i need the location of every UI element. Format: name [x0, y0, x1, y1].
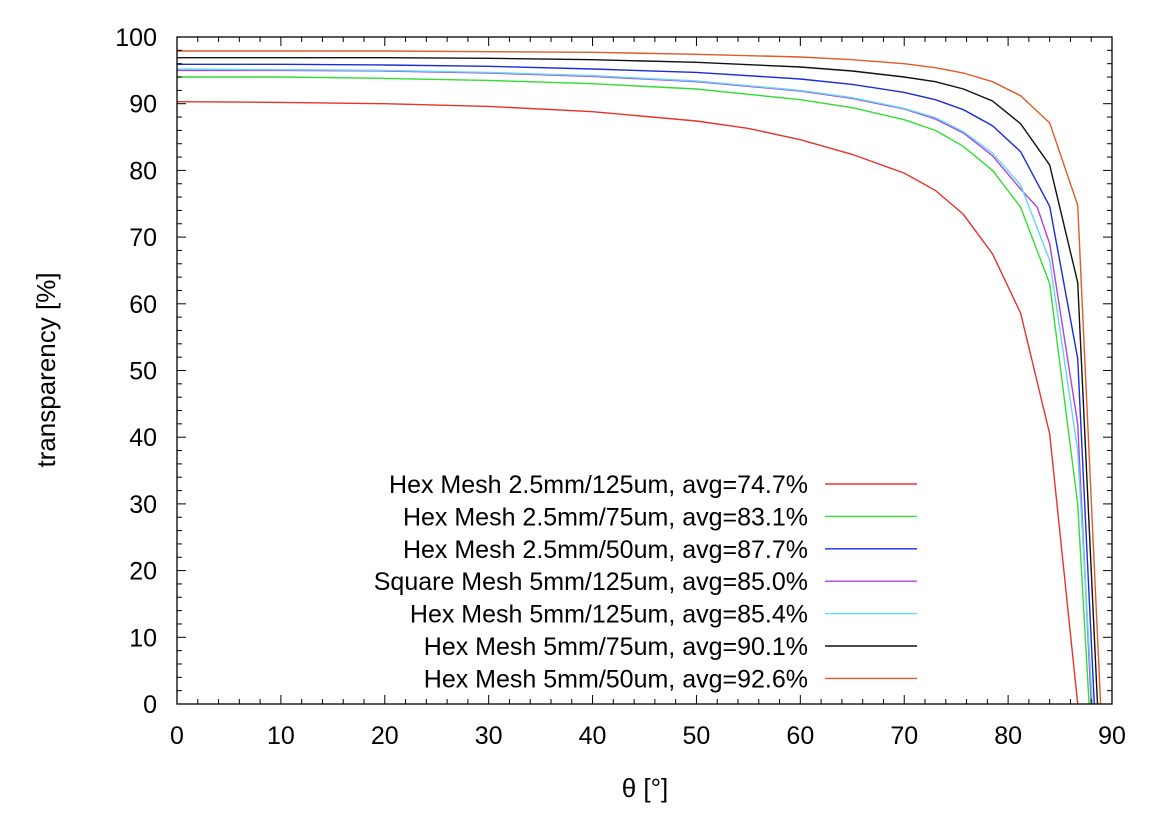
- x-tick-label: 30: [475, 722, 503, 750]
- y-tick-label: 90: [129, 91, 157, 119]
- axes-layer: 0 10 20 30 40 50 60 70 80 90 0 10 20 30 40 50 60 70 80 90 10…: [115, 24, 1126, 750]
- y-axis-label: transparency [%]: [31, 272, 61, 467]
- x-tick-label: 80: [994, 722, 1022, 750]
- legend-entry-label: Square Mesh 5mm/125um, avg=85.0%: [374, 568, 808, 596]
- legend-entry-label: Hex Mesh 5mm/125um, avg=85.4%: [410, 601, 808, 629]
- series-line-7: [177, 50, 1102, 705]
- x-tick-label: 70: [890, 722, 918, 750]
- y-tick-label: 50: [129, 358, 157, 386]
- x-tick-label: 50: [683, 722, 711, 750]
- series-line-5: [176, 68, 1093, 705]
- series-line-6: [177, 57, 1099, 705]
- x-tick-label: 10: [267, 722, 295, 750]
- y-tick-label: 10: [129, 624, 157, 652]
- y-tick-label: 30: [129, 491, 157, 519]
- legend: Hex Mesh 2.5mm/125um, avg=74.7% Hex Mesh …: [374, 471, 917, 693]
- legend-entry-label: Hex Mesh 2.5mm/50um, avg=87.7%: [403, 536, 808, 564]
- legend-entry-label: Hex Mesh 5mm/75um, avg=90.1%: [424, 633, 808, 661]
- series-layer: [176, 50, 1102, 705]
- y-tick-label: 80: [129, 157, 157, 185]
- legend-entry-label: Hex Mesh 2.5mm/75um, avg=83.1%: [403, 503, 808, 531]
- x-tick-label: 60: [786, 722, 814, 750]
- x-tick-label: 90: [1098, 722, 1126, 750]
- x-tick-label: 40: [579, 722, 607, 750]
- legend-entry-label: Hex Mesh 2.5mm/125um, avg=74.7%: [389, 471, 808, 499]
- y-tick-label: 20: [129, 558, 157, 586]
- y-tick-label: 40: [129, 424, 157, 452]
- series-line-3: [177, 63, 1095, 705]
- y-tick-label: 0: [143, 691, 157, 719]
- series-line-2: [177, 76, 1090, 705]
- series-line-1: [176, 101, 1079, 705]
- x-axis-label: θ [°]: [622, 773, 669, 803]
- x-tick-label: 0: [170, 722, 184, 750]
- legend-entry-label: Hex Mesh 5mm/50um, avg=92.6%: [424, 665, 808, 693]
- y-tick-label: 100: [115, 24, 157, 52]
- y-tick-label: 70: [129, 224, 157, 252]
- x-tick-label: 20: [371, 722, 399, 750]
- y-tick-label: 60: [129, 291, 157, 319]
